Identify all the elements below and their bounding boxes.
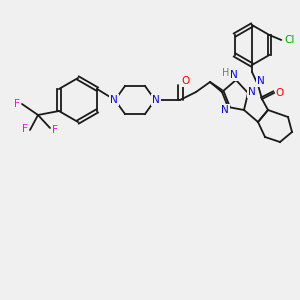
Text: N: N bbox=[221, 105, 229, 115]
Text: F: F bbox=[22, 124, 28, 134]
Text: N: N bbox=[110, 95, 118, 105]
Text: N: N bbox=[230, 70, 238, 80]
Text: N: N bbox=[248, 87, 256, 97]
Text: O: O bbox=[276, 88, 284, 98]
Text: N: N bbox=[152, 95, 160, 105]
Text: F: F bbox=[52, 125, 58, 135]
Text: H: H bbox=[222, 68, 230, 78]
Text: N: N bbox=[257, 76, 265, 86]
Text: F: F bbox=[14, 99, 20, 109]
Text: O: O bbox=[182, 76, 190, 86]
Text: Cl: Cl bbox=[284, 35, 295, 45]
